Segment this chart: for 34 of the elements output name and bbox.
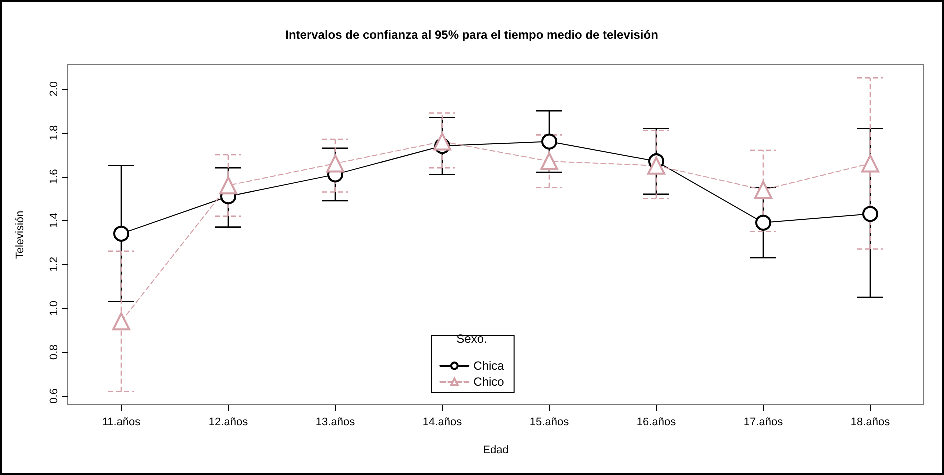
y-tick-label: 1.0 <box>48 300 60 316</box>
x-tick-label: 12.años <box>208 416 249 428</box>
chart-title: Intervalos de confianza al 95% para el tiempo medio de televisión <box>286 28 658 42</box>
x-tick-label: 14.años <box>422 416 463 428</box>
y-tick-label: 1.8 <box>48 125 60 141</box>
y-tick-label: 0.6 <box>48 388 60 404</box>
y-tick-label: 0.8 <box>48 344 60 360</box>
point <box>862 154 880 173</box>
point <box>112 312 130 331</box>
x-axis-title: Edad <box>483 444 509 456</box>
point <box>114 226 130 242</box>
point <box>434 132 452 151</box>
y-tick-label: 1.4 <box>48 213 60 228</box>
x-tick-label: 16.años <box>636 416 677 428</box>
x-tick-label: 17.años <box>744 416 784 428</box>
legend-label: Chica <box>474 359 505 373</box>
point <box>754 181 772 200</box>
x-tick-label: 13.años <box>316 416 356 428</box>
x-tick-label: 11.años <box>102 416 142 428</box>
point <box>756 214 772 231</box>
y-axis-title: Televisión <box>14 210 26 260</box>
point <box>862 206 878 222</box>
y-tick-label: 1.6 <box>48 169 60 185</box>
point <box>648 156 666 175</box>
x-tick-label: 18.años <box>850 416 891 428</box>
x-tick-label: 15.años <box>530 416 570 428</box>
point <box>220 176 238 195</box>
point <box>326 154 344 173</box>
legend-title: Sexo. <box>456 332 488 346</box>
point <box>542 134 558 150</box>
y-tick-label: 2.0 <box>48 81 60 97</box>
legend-label: Chico <box>474 375 505 389</box>
y-tick-label: 1.2 <box>48 256 60 272</box>
point <box>540 152 558 171</box>
